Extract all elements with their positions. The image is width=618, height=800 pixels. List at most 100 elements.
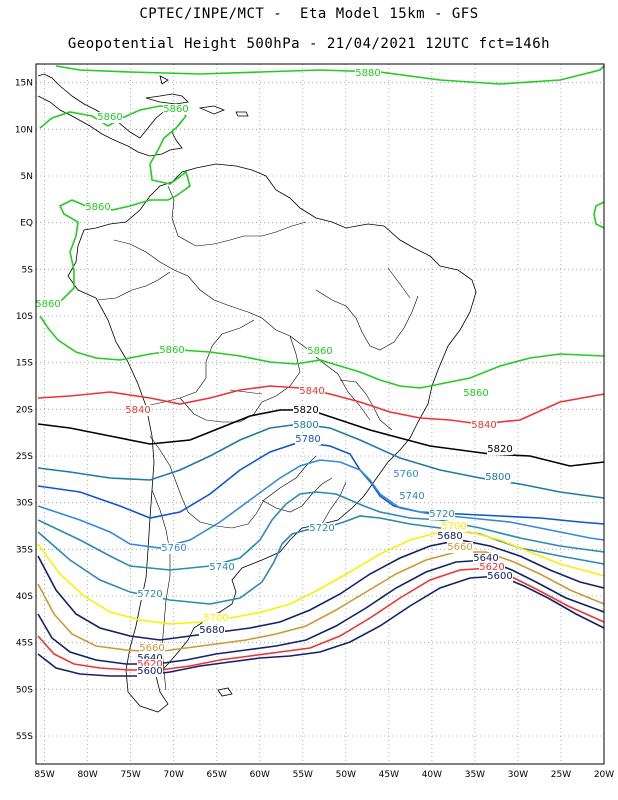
contour-label-bg bbox=[487, 444, 513, 455]
lat-tick-label: 5S bbox=[22, 265, 34, 275]
contour-label-bg bbox=[159, 345, 185, 356]
lon-tick-label: 25W bbox=[551, 770, 571, 780]
contour-label-bg bbox=[137, 653, 163, 664]
contour-label: 5860 bbox=[85, 202, 110, 213]
contour-label-bg bbox=[137, 666, 163, 677]
contour-5680-main bbox=[37, 539, 605, 641]
lat-tick-label: 55S bbox=[16, 732, 33, 742]
contour-label: 5680 bbox=[437, 531, 462, 542]
lat-tick-label: 45S bbox=[16, 639, 33, 649]
contour-label: 5600 bbox=[137, 666, 162, 677]
lat-tick-label: EQ bbox=[20, 219, 33, 229]
contour-label: 5620 bbox=[479, 562, 504, 573]
country-borders bbox=[97, 185, 419, 691]
contour-label-bg bbox=[137, 589, 163, 600]
lat-tick-label: 35S bbox=[16, 545, 33, 555]
contour-label: 5840 bbox=[471, 420, 496, 431]
lat-tick-label: 40S bbox=[16, 592, 33, 602]
contour-label-bg bbox=[393, 469, 419, 480]
contour-label-bg bbox=[309, 523, 335, 534]
lat-tick-label: 20S bbox=[16, 405, 33, 415]
contour-label: 5860 bbox=[163, 104, 188, 115]
contour-label-bg bbox=[485, 472, 511, 483]
contour-label-bg bbox=[487, 571, 513, 582]
title-model: CPTEC/INPE/MCT - Eta Model 15km - GFS bbox=[139, 6, 479, 22]
contour-label-bg bbox=[203, 613, 229, 624]
lon-tick-label: 45W bbox=[379, 770, 399, 780]
contour-label-bg bbox=[463, 388, 489, 399]
contour-label: 5780 bbox=[295, 434, 320, 445]
lat-tick-label: 30S bbox=[16, 499, 33, 509]
contour-5880-top bbox=[55, 65, 605, 85]
contour-label: 5860 bbox=[35, 299, 60, 310]
contour-label-bg bbox=[473, 553, 499, 564]
contour-label-bg bbox=[293, 405, 319, 416]
latitude-axis-labels: 15N 10N 5N EQ 5S 10S 15S 20S 25S 30S 35S 40S 45S 50S 5… bbox=[15, 79, 33, 742]
lon-tick-label: 35W bbox=[465, 770, 485, 780]
contour-5860-east bbox=[593, 201, 605, 229]
contour-label: 5760 bbox=[161, 543, 186, 554]
contour-5780-main bbox=[37, 441, 605, 525]
contour-label: 5840 bbox=[125, 405, 150, 416]
contour-label: 5640 bbox=[137, 653, 162, 664]
contour-label: 5840 bbox=[299, 386, 324, 397]
contour-label-bg bbox=[125, 405, 151, 416]
contour-label: 5860 bbox=[307, 346, 332, 357]
lon-tick-label: 40W bbox=[422, 770, 442, 780]
contour-label-bg bbox=[209, 562, 235, 573]
contour-5600-main bbox=[37, 575, 605, 677]
lat-tick-label: 10S bbox=[16, 312, 33, 322]
contour-label: 5740 bbox=[399, 491, 424, 502]
lat-tick-label: 15N bbox=[15, 79, 33, 89]
lat-tick-label: 15S bbox=[16, 359, 33, 369]
contour-label: 5880 bbox=[355, 68, 380, 79]
contour-label: 5720 bbox=[309, 523, 334, 534]
contour-5660-main bbox=[37, 551, 605, 653]
title-field: Geopotential Height 500hPa - 21/04/2021 … bbox=[67, 36, 551, 52]
contour-label-bg bbox=[441, 521, 467, 532]
contour-lines bbox=[37, 65, 605, 677]
contour-label-bg bbox=[139, 643, 165, 654]
contour-label-bg bbox=[199, 625, 225, 636]
contour-label: 5660 bbox=[447, 542, 472, 553]
lat-tick-label: 10N bbox=[15, 125, 33, 135]
contour-label: 5820 bbox=[293, 405, 318, 416]
contour-label-bg bbox=[295, 434, 321, 445]
contour-label: 5860 bbox=[97, 112, 122, 123]
lat-tick-label: 5N bbox=[21, 172, 33, 182]
lon-tick-label: 30W bbox=[508, 770, 528, 780]
contour-label-bg bbox=[137, 659, 163, 670]
contour-label-bg bbox=[429, 509, 455, 520]
contour-label-bg bbox=[307, 346, 333, 357]
contour-label: 5740 bbox=[209, 562, 234, 573]
contour-5860-mid bbox=[39, 315, 605, 389]
contour-label-bg bbox=[161, 543, 187, 554]
lon-tick-label: 75W bbox=[120, 770, 140, 780]
contour-label-bg bbox=[399, 491, 425, 502]
contour-label-bg bbox=[163, 104, 189, 115]
lon-tick-label: 70W bbox=[164, 770, 184, 780]
contour-label: 5800 bbox=[485, 472, 510, 483]
lat-tick-label: 25S bbox=[16, 452, 33, 462]
lon-tick-label: 60W bbox=[250, 770, 270, 780]
contour-label-bg bbox=[97, 112, 123, 123]
contour-label: 5860 bbox=[159, 345, 184, 356]
lon-tick-label: 65W bbox=[207, 770, 227, 780]
contour-label-bg bbox=[471, 420, 497, 431]
contour-label: 5820 bbox=[487, 444, 512, 455]
contour-label-bg bbox=[437, 531, 463, 542]
lon-tick-label: 20W bbox=[594, 770, 614, 780]
contour-label-bg bbox=[299, 386, 325, 397]
contour-5760-main bbox=[37, 459, 605, 549]
contour-label-bg bbox=[447, 542, 473, 553]
contour-label: 5720 bbox=[137, 589, 162, 600]
contour-label-bg bbox=[355, 68, 381, 79]
lon-tick-label: 85W bbox=[34, 770, 54, 780]
contour-label: 5640 bbox=[473, 553, 498, 564]
lon-tick-label: 80W bbox=[77, 770, 97, 780]
contour-label: 5620 bbox=[137, 659, 162, 670]
contour-label: 5700 bbox=[441, 521, 466, 532]
lon-tick-label: 55W bbox=[293, 770, 313, 780]
contour-label-bg bbox=[293, 420, 319, 431]
